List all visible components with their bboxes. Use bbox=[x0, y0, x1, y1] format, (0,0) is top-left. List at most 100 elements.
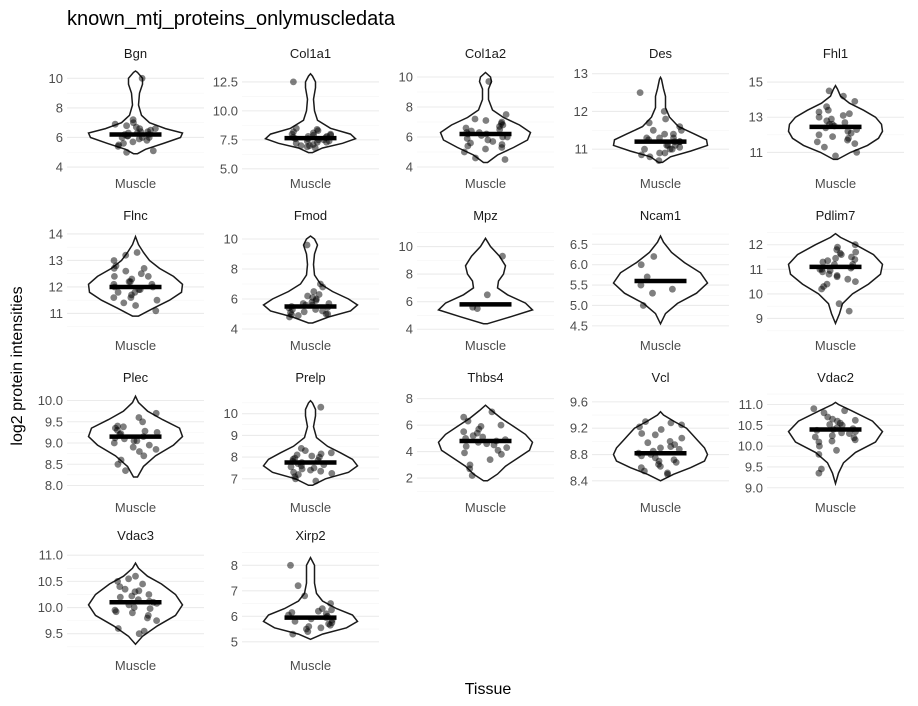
data-point bbox=[140, 452, 148, 460]
data-point bbox=[829, 133, 836, 141]
data-point bbox=[288, 311, 295, 319]
data-point bbox=[111, 120, 119, 128]
x-tick-label: Muscle bbox=[465, 176, 506, 191]
x-tick-label: Muscle bbox=[640, 500, 681, 515]
y-tick-label: 14 bbox=[49, 226, 63, 241]
panel-plec: Plec 8.0 8.5 9.0 9.5 10.0 Muscle bbox=[38, 370, 204, 515]
panel-ncam1: Ncam1 4.5 5.0 5.5 6.0 6.5 Muscle bbox=[570, 208, 729, 353]
data-point bbox=[828, 437, 836, 445]
data-point bbox=[636, 423, 643, 431]
panel-strip-label: Des bbox=[649, 46, 673, 61]
data-point bbox=[129, 443, 137, 451]
data-point bbox=[114, 578, 121, 585]
data-point bbox=[288, 130, 296, 138]
data-point bbox=[327, 600, 334, 607]
panel-prelp: Prelp 7 8 9 10 Muscle bbox=[224, 370, 379, 515]
y-tick-label: 9.5 bbox=[45, 414, 63, 429]
data-point bbox=[122, 467, 129, 474]
data-point bbox=[129, 138, 137, 146]
y-tick-label: 9.2 bbox=[570, 421, 588, 436]
panel-mpz: Mpz 4 6 8 10 Muscle bbox=[399, 208, 554, 353]
data-point bbox=[131, 288, 139, 296]
y-tick-label: 12 bbox=[574, 104, 588, 119]
panel-strip-label: Thbs4 bbox=[467, 370, 503, 385]
y-tick-label: 2 bbox=[406, 471, 413, 486]
data-point bbox=[823, 280, 831, 288]
data-point bbox=[471, 115, 479, 123]
data-point bbox=[811, 433, 819, 441]
data-point bbox=[666, 145, 674, 153]
data-point bbox=[128, 592, 136, 600]
y-tick-label: 13 bbox=[574, 66, 588, 81]
data-point bbox=[326, 621, 334, 629]
data-point bbox=[815, 451, 823, 458]
data-point bbox=[298, 465, 306, 473]
y-tick-label: 9.6 bbox=[570, 394, 588, 409]
data-point bbox=[317, 403, 325, 411]
y-tick-label: 5.0 bbox=[220, 161, 238, 176]
y-tick-label: 6 bbox=[406, 130, 413, 145]
y-tick-label: 11.0 bbox=[39, 548, 63, 563]
data-point bbox=[306, 142, 313, 150]
data-point bbox=[646, 153, 654, 161]
data-point bbox=[494, 446, 502, 454]
data-point bbox=[835, 300, 843, 308]
data-point bbox=[110, 294, 118, 301]
data-point bbox=[649, 126, 657, 134]
data-point bbox=[135, 587, 143, 595]
data-point bbox=[477, 423, 485, 430]
panel-strip-label: Fmod bbox=[294, 208, 327, 223]
panel-strip-label: Prelp bbox=[295, 370, 325, 385]
y-tick-label: 5.0 bbox=[570, 298, 588, 313]
data-point bbox=[661, 130, 668, 138]
violin-shape bbox=[612, 75, 709, 164]
data-point bbox=[135, 630, 143, 638]
y-tick-label: 12.5 bbox=[213, 74, 238, 89]
data-point bbox=[324, 310, 332, 318]
panel-strip-label: Bgn bbox=[124, 46, 147, 61]
data-point bbox=[497, 120, 505, 127]
y-tick-label: 4.5 bbox=[570, 318, 588, 333]
data-point bbox=[832, 152, 839, 160]
x-tick-label: Muscle bbox=[815, 176, 856, 191]
panel-strip-label: Col1a2 bbox=[465, 46, 506, 61]
y-tick-label: 8.5 bbox=[45, 457, 63, 472]
violin-shape bbox=[787, 401, 884, 487]
data-point bbox=[123, 122, 130, 130]
data-point bbox=[149, 147, 157, 155]
data-point bbox=[662, 115, 669, 123]
data-point bbox=[820, 409, 828, 417]
panel-strip-label: Vcl bbox=[651, 370, 669, 385]
y-tick-label: 8 bbox=[406, 100, 413, 115]
data-point bbox=[466, 461, 474, 469]
data-point bbox=[836, 249, 844, 257]
data-point bbox=[117, 456, 125, 464]
panel-strip-label: Flnc bbox=[123, 208, 148, 223]
data-point bbox=[290, 468, 297, 476]
data-point bbox=[650, 253, 658, 260]
data-point bbox=[110, 439, 118, 447]
data-point bbox=[294, 312, 302, 319]
y-tick-label: 10 bbox=[49, 71, 63, 86]
y-tick-label: 10.0 bbox=[738, 439, 763, 454]
data-point bbox=[312, 477, 320, 485]
data-point bbox=[824, 257, 832, 265]
data-point bbox=[311, 144, 319, 152]
data-point bbox=[828, 115, 835, 123]
data-point bbox=[120, 423, 127, 431]
panel-strip-label: Ncam1 bbox=[640, 208, 681, 223]
data-point bbox=[503, 444, 511, 451]
data-point bbox=[132, 572, 139, 580]
data-point bbox=[818, 465, 825, 473]
panel-thbs4: Thbs4 2 4 6 8 Muscle bbox=[406, 370, 554, 515]
y-tick-label: 9.0 bbox=[745, 480, 763, 495]
data-point bbox=[664, 469, 671, 477]
y-tick-label: 8.8 bbox=[570, 447, 588, 462]
data-point bbox=[313, 125, 321, 133]
data-point bbox=[485, 78, 493, 85]
y-tick-label: 7 bbox=[231, 583, 238, 598]
data-point bbox=[845, 307, 853, 315]
data-point bbox=[140, 627, 148, 635]
data-point bbox=[110, 257, 118, 264]
x-tick-label: Muscle bbox=[640, 176, 681, 191]
